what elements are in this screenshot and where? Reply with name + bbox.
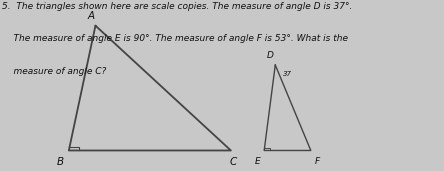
Text: 37: 37	[283, 70, 292, 77]
Text: measure of angle C?: measure of angle C?	[2, 67, 107, 76]
Text: 5.  The triangles shown here are scale copies. The measure of angle D is 37°.: 5. The triangles shown here are scale co…	[2, 2, 353, 11]
Text: C: C	[230, 157, 237, 167]
Text: B: B	[56, 157, 63, 167]
Text: E: E	[255, 157, 260, 166]
Text: The measure of angle E is 90°. The measure of angle F is 53°. What is the: The measure of angle E is 90°. The measu…	[2, 34, 348, 43]
Text: F: F	[315, 157, 320, 166]
Text: D: D	[266, 51, 274, 60]
Text: A: A	[87, 11, 95, 21]
